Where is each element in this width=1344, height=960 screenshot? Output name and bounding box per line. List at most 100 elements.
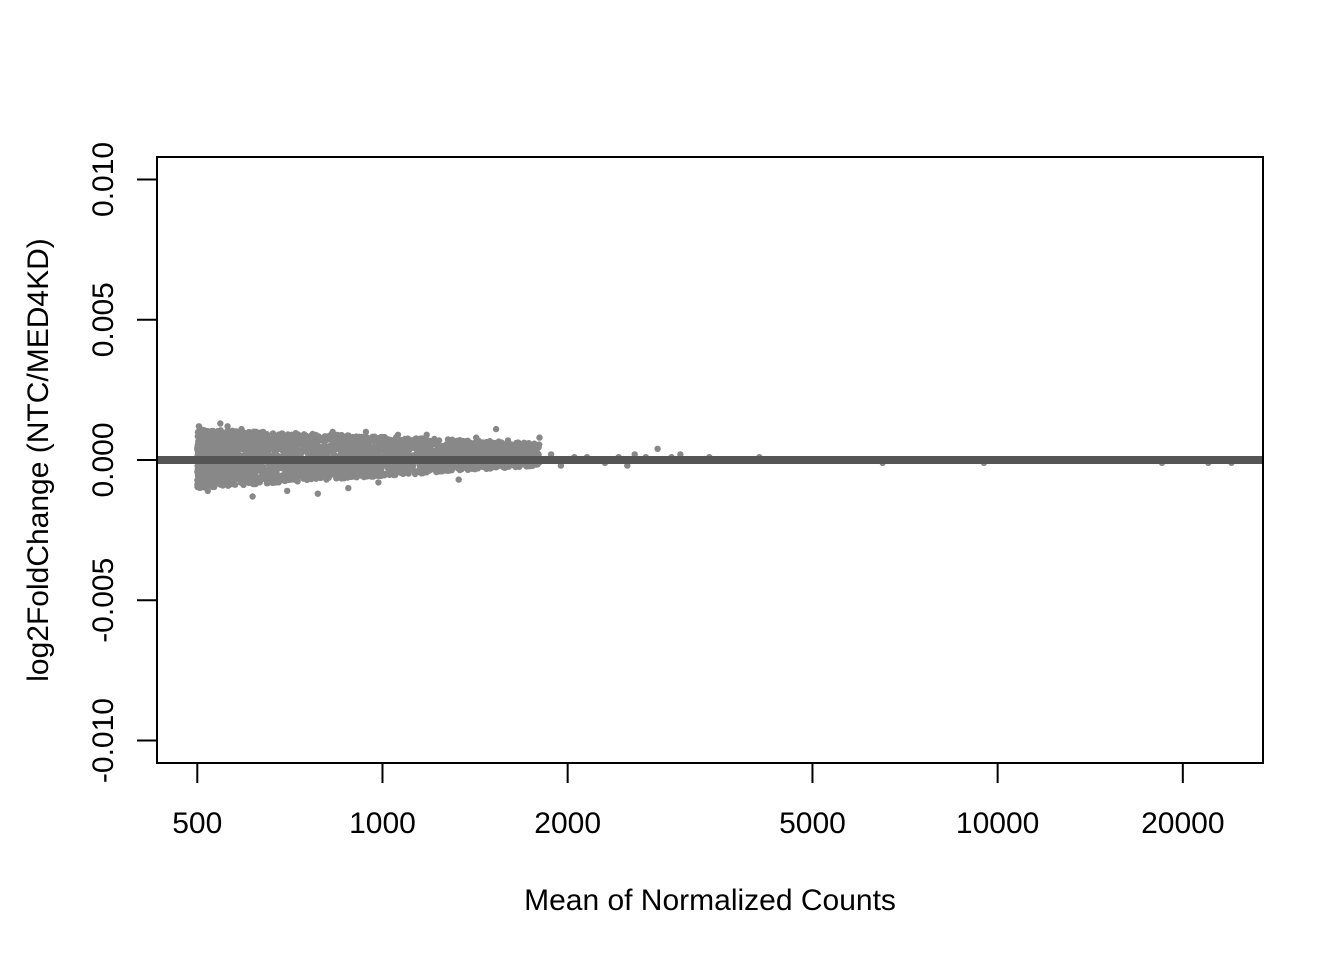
data-point bbox=[443, 441, 450, 448]
data-point bbox=[362, 434, 369, 442]
data-point bbox=[375, 479, 382, 486]
data-point bbox=[473, 440, 481, 447]
data-point bbox=[278, 431, 285, 438]
x-tick-label: 500 bbox=[172, 807, 222, 840]
data-point bbox=[298, 449, 305, 456]
data-point bbox=[213, 435, 221, 443]
data-point bbox=[220, 470, 227, 477]
data-point bbox=[245, 428, 253, 436]
data-point bbox=[399, 437, 406, 444]
data-point bbox=[504, 463, 512, 470]
data-point bbox=[231, 481, 239, 488]
data-point bbox=[530, 442, 537, 449]
data-point bbox=[207, 446, 214, 453]
data-point bbox=[492, 425, 500, 433]
data-point bbox=[250, 480, 257, 488]
data-point bbox=[354, 450, 362, 457]
data-point bbox=[274, 442, 281, 449]
data-point bbox=[266, 437, 274, 444]
data-point bbox=[370, 437, 377, 444]
data-point bbox=[295, 463, 302, 471]
data-point bbox=[447, 446, 455, 454]
data-point bbox=[327, 442, 334, 449]
data-point bbox=[480, 463, 487, 471]
data-point bbox=[247, 473, 254, 481]
data-point bbox=[295, 431, 302, 438]
data-point bbox=[433, 441, 441, 448]
data-point bbox=[240, 468, 248, 475]
data-point bbox=[212, 465, 220, 473]
data-point bbox=[490, 446, 497, 453]
data-point bbox=[300, 475, 307, 482]
data-point bbox=[194, 429, 202, 436]
data-point bbox=[455, 446, 463, 454]
data-point bbox=[249, 493, 256, 500]
data-point bbox=[204, 487, 211, 495]
data-point bbox=[200, 438, 207, 446]
data-point bbox=[217, 427, 224, 434]
data-point bbox=[390, 471, 397, 479]
data-point bbox=[284, 487, 291, 495]
data-point bbox=[310, 432, 318, 440]
data-point bbox=[509, 450, 517, 458]
data-point bbox=[517, 442, 525, 450]
y-axis-title: log2FoldChange (NTC/MED4KD) bbox=[22, 238, 55, 682]
y-tick-label: 0.010 bbox=[87, 142, 120, 217]
data-point bbox=[419, 466, 426, 474]
data-point bbox=[412, 444, 419, 451]
data-point bbox=[442, 448, 450, 456]
data-point bbox=[202, 476, 209, 483]
data-point bbox=[536, 441, 543, 448]
data-point bbox=[341, 469, 348, 477]
data-point bbox=[512, 463, 519, 471]
data-point bbox=[473, 464, 480, 471]
data-point bbox=[350, 471, 357, 478]
data-point bbox=[479, 448, 487, 456]
data-point bbox=[220, 477, 227, 484]
data-point bbox=[345, 484, 352, 492]
data-point bbox=[206, 480, 214, 487]
x-tick-label: 1000 bbox=[349, 807, 416, 840]
data-point bbox=[427, 466, 434, 473]
data-point bbox=[438, 468, 446, 475]
data-point bbox=[305, 434, 312, 441]
data-point bbox=[314, 438, 322, 445]
data-point bbox=[507, 445, 514, 452]
data-point bbox=[254, 467, 261, 474]
data-point bbox=[362, 441, 369, 448]
data-point bbox=[195, 423, 203, 430]
data-point bbox=[329, 428, 336, 436]
data-point bbox=[240, 437, 247, 444]
data-point bbox=[490, 439, 498, 447]
data-point bbox=[334, 444, 341, 452]
data-point bbox=[260, 428, 267, 436]
data-point bbox=[250, 428, 257, 435]
data-point bbox=[455, 476, 462, 483]
data-point bbox=[370, 445, 377, 452]
data-point bbox=[208, 465, 215, 472]
x-tick-label: 20000 bbox=[1141, 807, 1224, 840]
data-point bbox=[423, 431, 430, 438]
data-point bbox=[547, 451, 555, 458]
data-point bbox=[217, 420, 224, 427]
data-point bbox=[242, 448, 250, 455]
data-point bbox=[491, 463, 498, 471]
data-point bbox=[311, 449, 319, 457]
data-point bbox=[536, 434, 543, 441]
data-point bbox=[677, 451, 684, 458]
data-point bbox=[422, 447, 429, 454]
data-point bbox=[226, 437, 233, 444]
data-point bbox=[259, 440, 266, 447]
data-point bbox=[631, 451, 638, 458]
data-point bbox=[388, 442, 395, 449]
data-point bbox=[396, 465, 403, 473]
data-point bbox=[366, 470, 373, 478]
data-point bbox=[300, 437, 307, 444]
data-point bbox=[335, 466, 342, 473]
data-point bbox=[269, 467, 276, 474]
data-point bbox=[362, 428, 370, 436]
data-point bbox=[269, 478, 276, 485]
data-point bbox=[256, 476, 263, 483]
data-point bbox=[202, 464, 209, 471]
data-point bbox=[238, 431, 246, 438]
